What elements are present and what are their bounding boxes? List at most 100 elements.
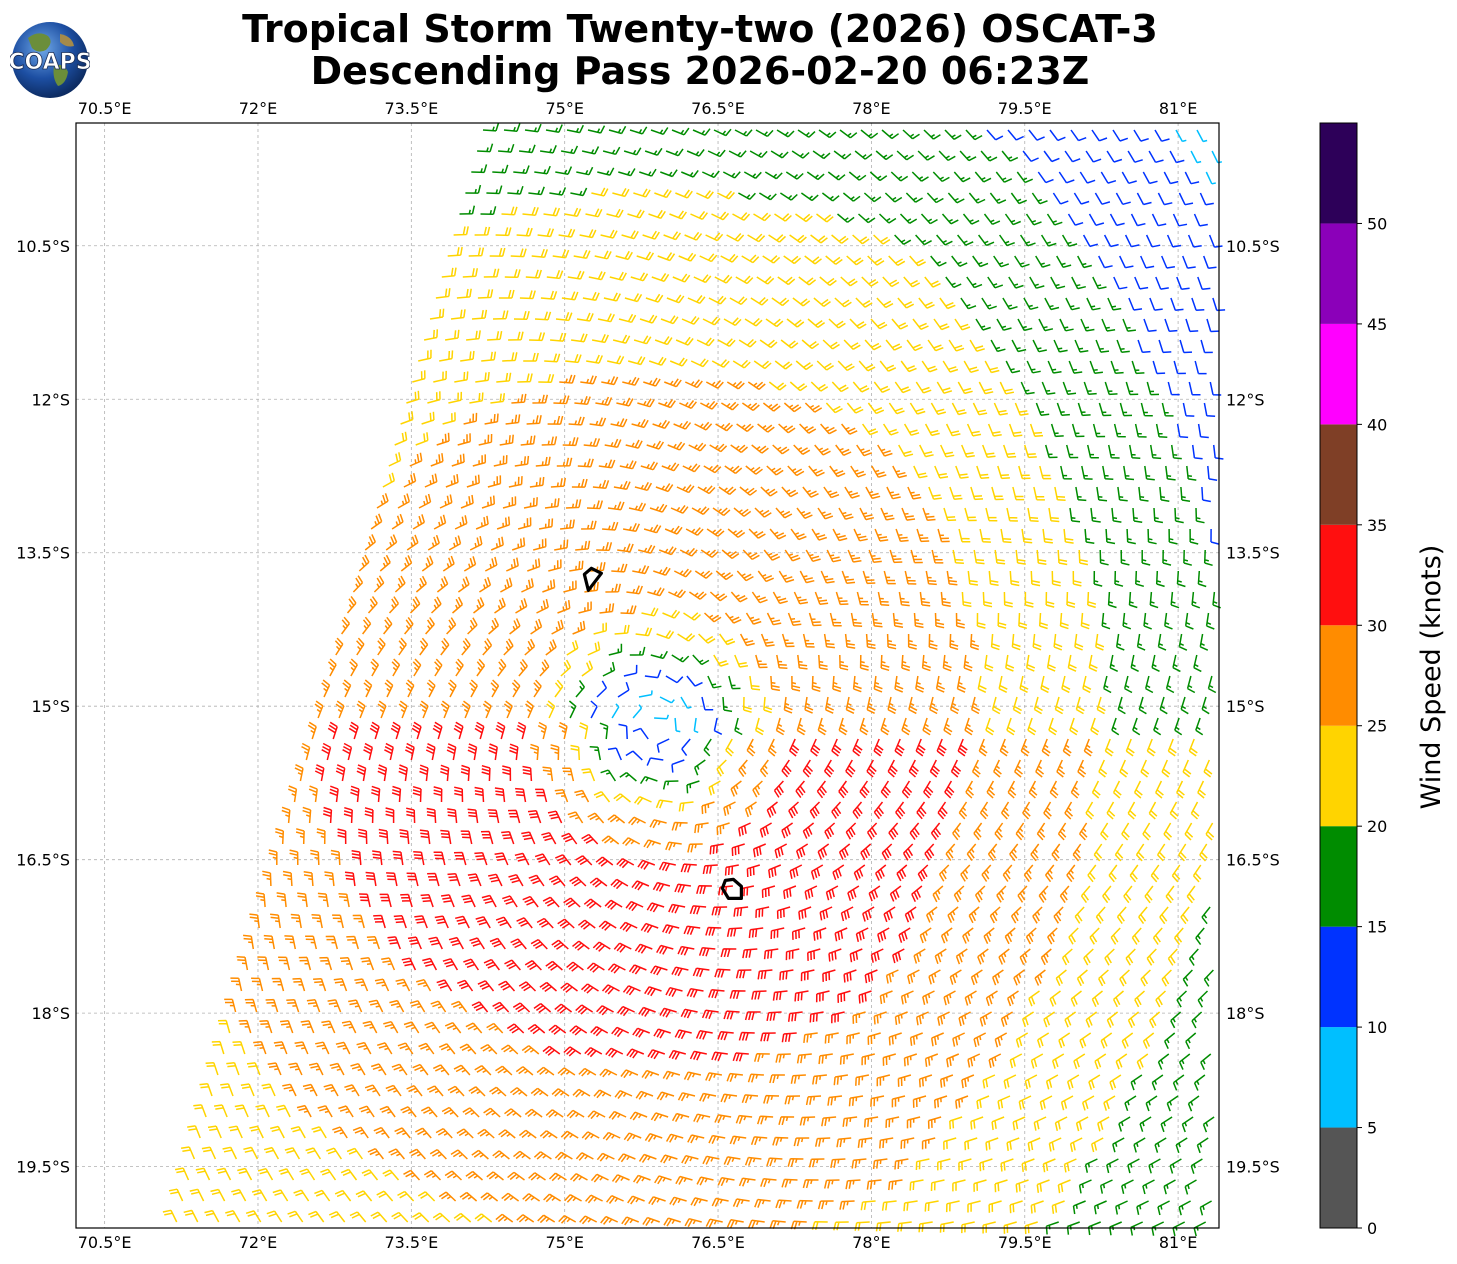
wind-barb [409,452,423,467]
wind-barb [1029,276,1045,289]
wind-barb [880,717,890,736]
wind-barb [507,185,524,195]
wind-barb [531,248,549,258]
wind-barb [1210,528,1220,545]
wind-barb [1124,1095,1137,1112]
wind-barb [634,796,652,805]
wind-barb [593,622,607,635]
wind-barb [754,507,772,518]
wind-barb [511,679,521,698]
wind-barb [675,336,694,346]
wind-barb [953,171,971,183]
wind-barb [469,937,485,950]
wind-barb [668,589,686,599]
wind-barb [1169,801,1179,820]
wind-barb [1119,255,1134,269]
wind-barb [673,420,692,430]
wind-barb [436,576,449,593]
wind-barb [729,296,748,306]
wind-barb [862,570,876,585]
wind-barb [1163,822,1173,841]
wind-barb [733,507,752,517]
wind-barb [894,675,904,693]
wind-barb [725,738,734,757]
wind-barb [1159,906,1169,925]
wind-barb [934,465,949,479]
wind-barb [488,873,503,887]
wind-barb [909,1179,924,1191]
wind-barb [1147,528,1157,545]
wind-barb [952,822,962,841]
wind-barb [453,1064,471,1076]
wind-barb [804,696,814,714]
wind-barb [570,187,588,197]
wind-barb [845,1179,861,1190]
wind-barb [757,423,775,433]
wind-barb [1132,507,1143,524]
wind-barb [864,969,878,984]
wind-barb [814,444,831,456]
wind-barb [709,443,728,453]
wind-barb [952,1032,966,1047]
wind-barb [970,696,981,715]
wind-barb [940,927,953,944]
wind-barb [951,255,968,267]
wind-barb [924,1200,939,1212]
wind-barb [351,850,362,866]
wind-barb [1012,696,1022,715]
wind-barb [577,919,596,930]
wind-barb [515,598,528,614]
wind-barb [1086,297,1101,311]
wind-barb [1137,339,1151,354]
wind-barb [587,1110,606,1120]
wind-barb [627,209,645,219]
wind-barb [335,1041,351,1055]
wind-barb [978,381,994,395]
wind-barb [1022,801,1031,820]
wind-barb [1205,171,1216,185]
wind-barb [897,1074,912,1087]
wind-barb [405,679,415,698]
wind-barb [1209,381,1222,396]
wind-barb [707,675,722,689]
wind-barb [616,397,634,407]
wind-barb [641,1069,660,1080]
wind-barb [548,1024,567,1035]
wind-barb [278,1168,295,1181]
wind-barb [494,597,506,614]
wind-barb [1104,948,1115,966]
wind-barb [316,828,326,845]
wind-barb [754,717,765,736]
wind-barb [379,1105,396,1118]
wind-barb [1017,885,1028,903]
wind-barb [981,864,992,882]
wind-barb [803,1032,818,1043]
wind-barb [642,1216,660,1227]
wind-barb [1077,255,1092,269]
wind-barb [985,1137,999,1151]
wind-barb [976,612,986,629]
wind-barb [674,883,692,893]
wind-barb [1197,990,1209,1008]
wind-barb [1035,255,1051,268]
wind-barb [693,274,712,284]
wind-barb [483,1107,501,1118]
wind-barb [713,717,723,735]
wind-barb [478,576,492,593]
wind-barb [1081,465,1093,480]
wind-barb [966,276,983,289]
wind-barb [1038,318,1054,332]
wind-barb [477,980,495,992]
wind-barb [544,498,560,509]
rain-flag-contours [582,566,743,900]
wind-barb [662,780,679,790]
wind-barb [1115,633,1125,651]
wind-barb [251,1189,268,1202]
wind-barb [1061,948,1073,966]
wind-barb [281,806,291,824]
wind-barb [632,1027,650,1038]
wind-barb [745,612,762,625]
wind-barb [688,442,707,452]
wind-barb [836,1137,852,1148]
wind-barb [701,696,714,711]
